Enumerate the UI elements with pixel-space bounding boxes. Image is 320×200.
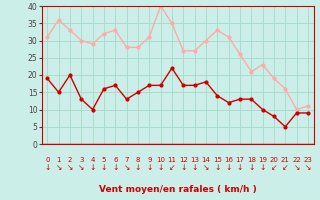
Text: ↘: ↘ [305, 163, 311, 172]
Text: ↓: ↓ [112, 163, 118, 172]
Text: ↓: ↓ [260, 163, 266, 172]
Text: ↙: ↙ [271, 163, 277, 172]
Text: ↓: ↓ [248, 163, 254, 172]
Text: ↓: ↓ [225, 163, 232, 172]
Text: ↙: ↙ [169, 163, 175, 172]
Text: ↓: ↓ [89, 163, 96, 172]
Text: ↘: ↘ [124, 163, 130, 172]
Text: ↘: ↘ [78, 163, 84, 172]
Text: ↘: ↘ [203, 163, 209, 172]
Text: ↓: ↓ [101, 163, 107, 172]
X-axis label: Vent moyen/en rafales ( km/h ): Vent moyen/en rafales ( km/h ) [99, 185, 256, 194]
Text: ↓: ↓ [214, 163, 220, 172]
Text: ↓: ↓ [146, 163, 152, 172]
Text: ↓: ↓ [44, 163, 51, 172]
Text: ↙: ↙ [282, 163, 288, 172]
Text: ↘: ↘ [293, 163, 300, 172]
Text: ↓: ↓ [157, 163, 164, 172]
Text: ↓: ↓ [180, 163, 187, 172]
Text: ↓: ↓ [191, 163, 198, 172]
Text: ↓: ↓ [237, 163, 243, 172]
Text: ↘: ↘ [67, 163, 73, 172]
Text: ↘: ↘ [55, 163, 62, 172]
Text: ↓: ↓ [135, 163, 141, 172]
